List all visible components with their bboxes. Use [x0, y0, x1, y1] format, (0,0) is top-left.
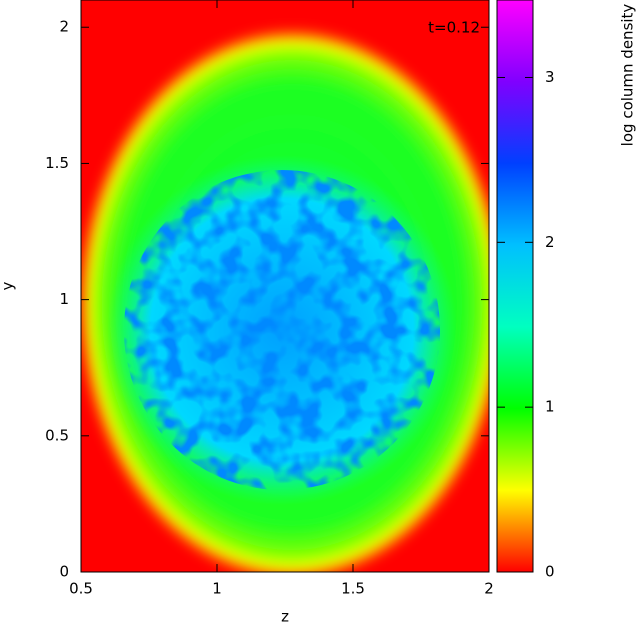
density-map — [81, 0, 489, 572]
y-tick-label: 0 — [59, 563, 69, 581]
y-tick-label: 1.5 — [45, 154, 69, 172]
y-axis-label: y — [0, 281, 17, 290]
x-tick-label: 0.5 — [69, 580, 93, 598]
x-tick-label: 1.5 — [341, 580, 365, 598]
colorbar-label: log column density — [619, 4, 636, 147]
x-axis-label: z — [281, 608, 289, 623]
colorbar-tick-label: 1 — [545, 398, 555, 416]
x-tick-label: 1 — [212, 580, 222, 598]
x-tick-label: 2 — [484, 580, 494, 598]
colorbar — [496, 0, 534, 573]
annotation: t=0.12 — [428, 19, 480, 37]
colorbar-tick-label: 3 — [545, 68, 555, 86]
y-tick-label: 1 — [59, 290, 69, 308]
y-tick-label: 2 — [59, 18, 69, 36]
plot-frame — [80, 0, 490, 573]
y-tick-label: 0.5 — [45, 426, 69, 444]
colorbar-tick-label: 2 — [545, 233, 555, 251]
colorbar-tick-label: 0 — [545, 563, 555, 581]
